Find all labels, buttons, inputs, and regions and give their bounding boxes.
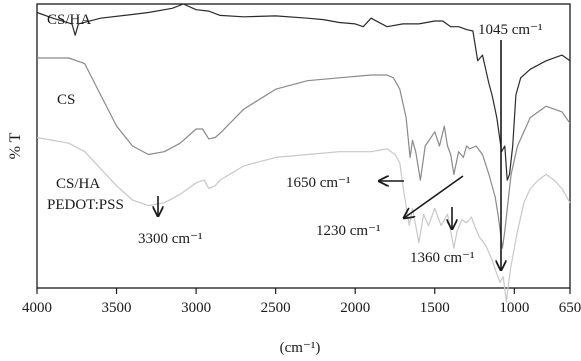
peak-label-1230: 1230 cm⁻¹ [316, 223, 381, 239]
series-line-1 [37, 57, 571, 249]
x-tick-label: 2500 [261, 300, 291, 316]
x-tick-label: 3000 [181, 300, 211, 316]
x-tick-label: 4000 [22, 300, 52, 316]
peak-label-1650: 1650 cm⁻¹ [286, 175, 351, 191]
peak-label-3300: 3300 cm⁻¹ [138, 231, 203, 247]
plot-frame [36, 3, 571, 289]
peak-label-1360: 1360 cm⁻¹ [410, 250, 475, 266]
peak-label-1045: 1045 cm⁻¹ [478, 22, 543, 38]
x-tick-label: 1000 [499, 300, 529, 316]
x-tick-label: 650 [559, 300, 581, 316]
x-axis: 4000 3500 3000 2500 2000 1500 1000 650 [22, 288, 581, 316]
series-line-0 [36, 3, 571, 181]
x-tick-label: 3500 [102, 300, 132, 316]
x-tick-label: 1500 [420, 300, 450, 316]
series-label-cs-ha-pedot-line1: CS/HA [56, 176, 100, 192]
arrow-1230 [404, 175, 464, 218]
x-tick-label: 2000 [340, 300, 370, 316]
series-layer [36, 3, 571, 303]
series-line-2 [36, 136, 571, 303]
x-axis-label: (cm⁻¹) [280, 340, 321, 356]
series-label-cs-ha-pedot-line2: PEDOT:PSS [47, 197, 124, 213]
series-label-cs-ha: CS/HA [47, 12, 91, 28]
series-label-cs: CS [57, 92, 75, 108]
y-axis-label: % T [7, 132, 24, 159]
